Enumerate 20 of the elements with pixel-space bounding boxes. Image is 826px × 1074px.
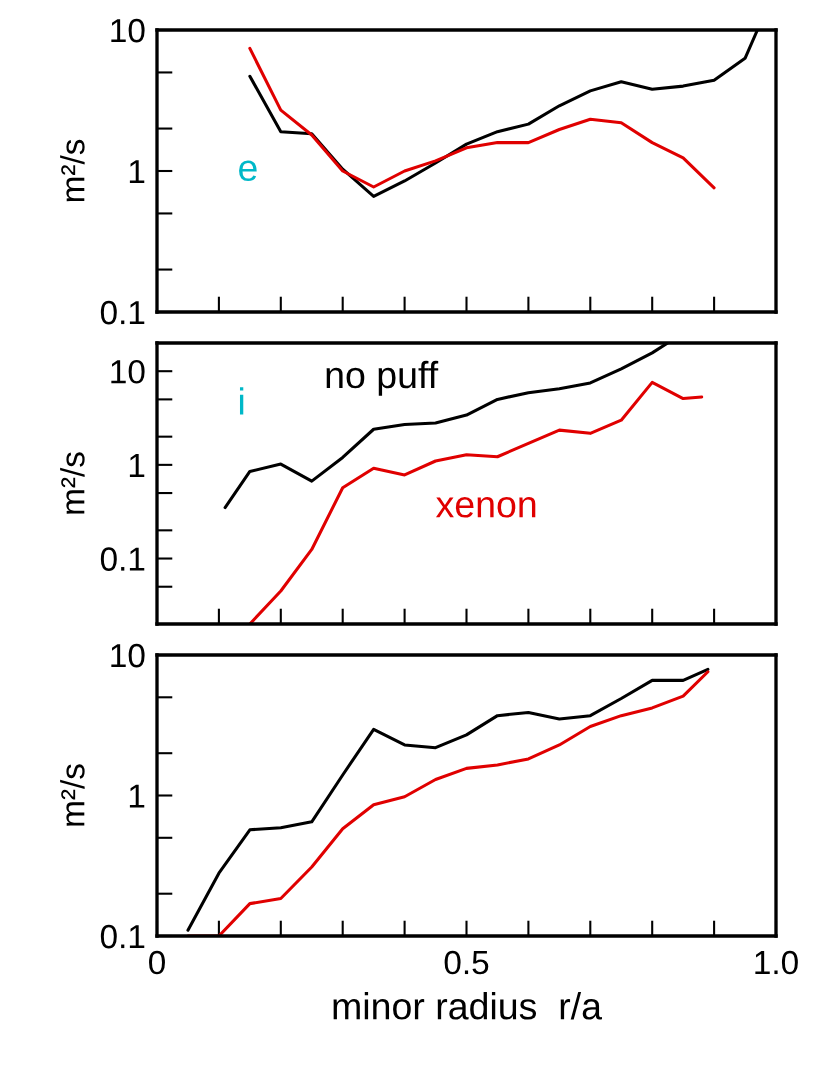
y-tick-label: 10 [111,18,145,43]
y-tick-label: 1 [129,160,145,184]
y-tick-label: 0.1 [100,924,145,949]
y-axis-title: m²/s [60,764,85,826]
annotation: i [239,387,244,415]
annotation: e [239,160,257,182]
x-tick-label: 0 [149,950,165,975]
y-tick-label: 1 [129,784,145,808]
series-label: no puff [326,360,439,396]
y-tick-label: 1 [129,454,145,477]
y-tick-label: 10 [111,360,145,384]
x-tick-label: 0.5 [444,950,489,975]
y-axis-title: m²/s [60,452,85,514]
x-tick-label: 1.0 [755,950,798,975]
y-tick-label: 0.1 [100,547,145,571]
y-tick-label: 0.1 [100,300,145,325]
series-label: xenon [435,497,536,518]
y-tick-label: 10 [111,643,145,668]
x-axis-title: minor radius r/a [333,992,602,1020]
y-axis-title: m²/s [60,139,85,202]
